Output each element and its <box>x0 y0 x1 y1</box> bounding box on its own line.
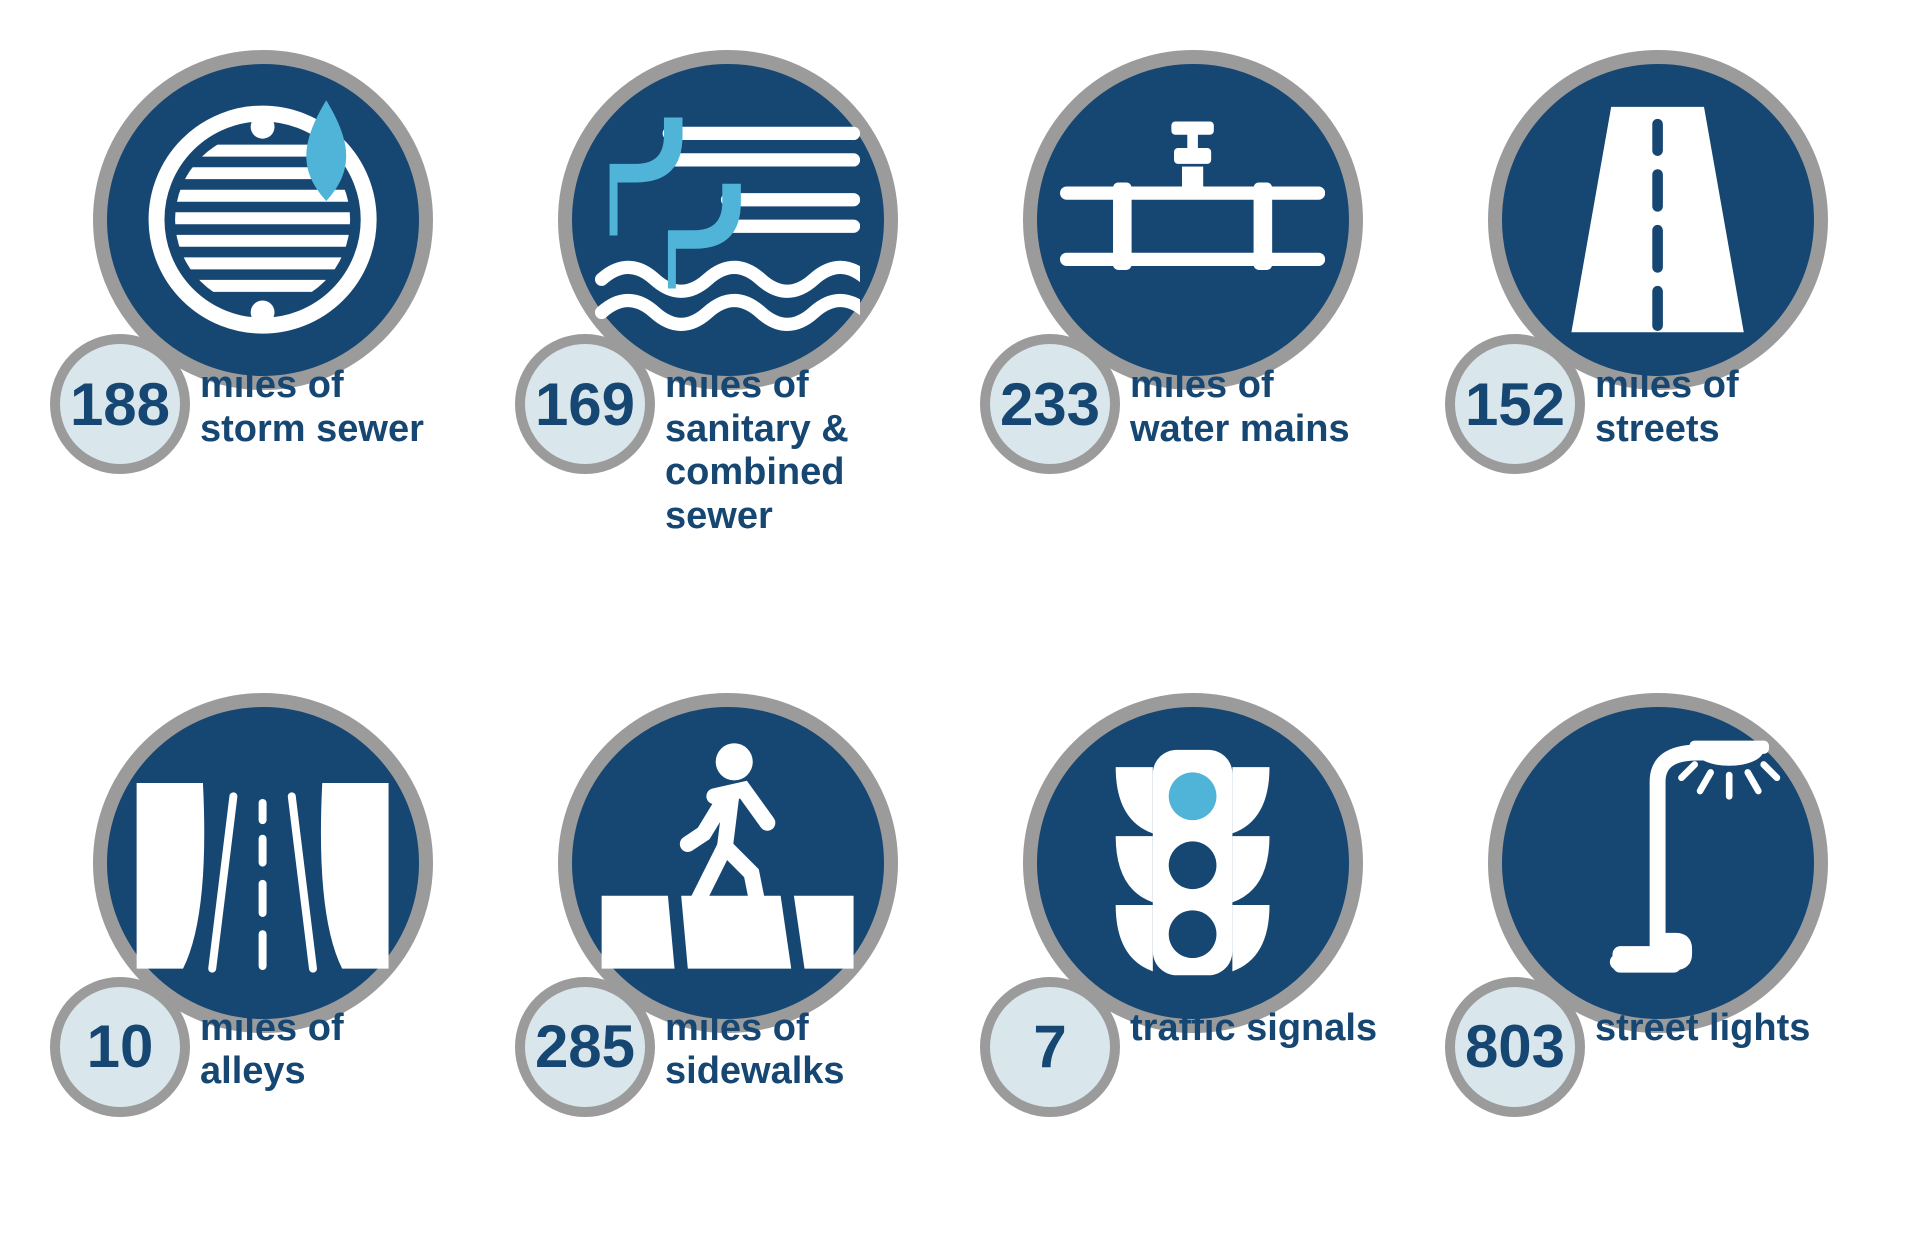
stat-storm-sewer: 188 miles of storm sewer <box>40 50 485 573</box>
stat-value: 152 <box>1465 370 1565 439</box>
stat-value: 10 <box>87 1012 154 1081</box>
water-main-icon <box>1060 87 1325 352</box>
stat-label: miles of storm sewer <box>200 364 424 451</box>
stat-label: traffic signals <box>1130 1007 1377 1051</box>
stat-label: miles of sanitary & combined sewer <box>665 364 945 539</box>
stat-value: 169 <box>535 370 635 439</box>
stat-label: miles of alleys <box>200 1007 344 1094</box>
stat-label: miles of sidewalks <box>665 1007 845 1094</box>
stat-label: miles of streets <box>1595 364 1739 451</box>
stat-street-lights: 803 street lights <box>1435 693 1880 1216</box>
value-bubble: 803 <box>1445 977 1585 1117</box>
street-light-icon <box>1525 730 1790 995</box>
storm-sewer-icon <box>130 87 395 352</box>
infographic-grid: 188 miles of storm sewer 169 miles of sa… <box>0 0 1920 1255</box>
value-bubble: 188 <box>50 334 190 474</box>
pedestrian-icon <box>595 730 860 995</box>
stat-value: 285 <box>535 1012 635 1081</box>
traffic-light-icon <box>1060 730 1325 995</box>
stat-value: 188 <box>70 370 170 439</box>
stat-water-mains: 233 miles of water mains <box>970 50 1415 573</box>
stat-streets: 152 miles of streets <box>1435 50 1880 573</box>
stat-value: 803 <box>1465 1012 1565 1081</box>
stat-value: 233 <box>1000 370 1100 439</box>
value-bubble: 285 <box>515 977 655 1117</box>
stat-label: miles of water mains <box>1130 364 1350 451</box>
stat-alleys: 10 miles of alleys <box>40 693 485 1216</box>
stat-value: 7 <box>1033 1012 1066 1081</box>
road-icon <box>1525 87 1790 352</box>
sanitary-sewer-icon <box>595 87 860 352</box>
value-bubble: 7 <box>980 977 1120 1117</box>
stat-label: street lights <box>1595 1007 1810 1051</box>
value-bubble: 233 <box>980 334 1120 474</box>
value-bubble: 169 <box>515 334 655 474</box>
value-bubble: 152 <box>1445 334 1585 474</box>
stat-sanitary-sewer: 169 miles of sanitary & combined sewer <box>505 50 950 573</box>
alley-icon <box>130 730 395 995</box>
value-bubble: 10 <box>50 977 190 1117</box>
stat-traffic-signals: 7 traffic signals <box>970 693 1415 1216</box>
stat-sidewalks: 285 miles of sidewalks <box>505 693 950 1216</box>
